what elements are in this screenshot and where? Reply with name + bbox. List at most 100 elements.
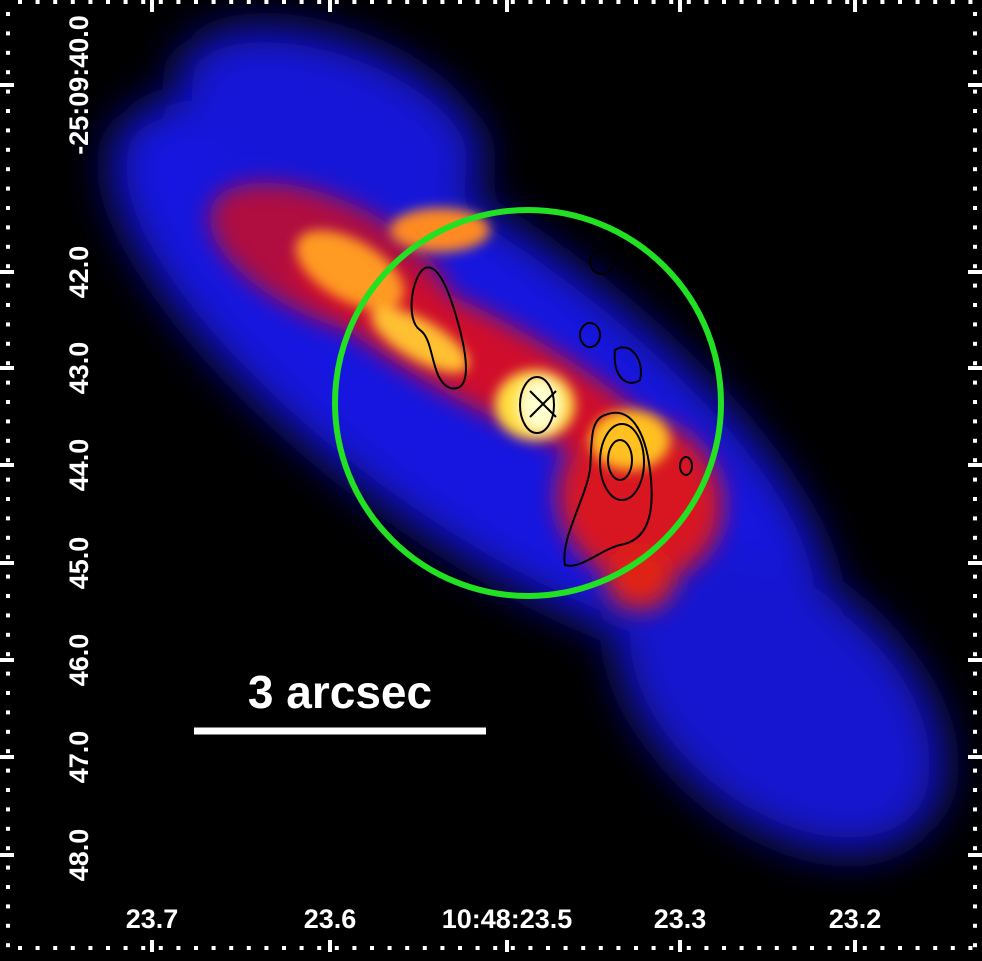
tick bbox=[845, 0, 849, 4]
tick bbox=[687, 0, 691, 4]
major-tick bbox=[328, 940, 332, 952]
tick bbox=[6, 284, 10, 288]
tick bbox=[973, 225, 977, 229]
tick bbox=[973, 12, 977, 16]
tick bbox=[6, 594, 10, 598]
tick bbox=[973, 264, 977, 268]
tick bbox=[898, 946, 902, 950]
tick bbox=[973, 497, 977, 501]
tick bbox=[159, 946, 163, 950]
tick bbox=[916, 0, 920, 4]
major-tick bbox=[150, 940, 154, 952]
tick bbox=[828, 946, 832, 950]
tick bbox=[458, 946, 462, 950]
tick bbox=[229, 946, 233, 950]
tick bbox=[828, 0, 832, 4]
major-tick bbox=[853, 0, 857, 12]
tick bbox=[6, 439, 10, 443]
tick bbox=[775, 946, 779, 950]
x-tick-label: 23.3 bbox=[654, 904, 707, 934]
tick bbox=[6, 672, 10, 676]
tick bbox=[493, 946, 497, 950]
tick bbox=[973, 148, 977, 152]
tick bbox=[687, 946, 691, 950]
tick bbox=[493, 0, 497, 4]
sky-image: 3 arcsec 23.723.610:48:23.523.323.2-25:0… bbox=[0, 0, 982, 956]
tick bbox=[845, 946, 849, 950]
tick bbox=[880, 946, 884, 950]
major-tick bbox=[0, 270, 14, 274]
tick bbox=[6, 846, 10, 850]
tick bbox=[6, 749, 10, 753]
tick bbox=[810, 0, 814, 4]
tick bbox=[973, 342, 977, 346]
tick bbox=[264, 0, 268, 4]
tick bbox=[973, 478, 977, 482]
tick bbox=[916, 946, 920, 950]
tick bbox=[810, 946, 814, 950]
y-tick-label: 42.0 bbox=[64, 246, 94, 299]
tick bbox=[53, 946, 57, 950]
tick bbox=[6, 536, 10, 540]
tick bbox=[757, 946, 761, 950]
tick bbox=[53, 0, 57, 4]
tick bbox=[951, 0, 955, 4]
tick bbox=[6, 31, 10, 35]
tick bbox=[124, 0, 128, 4]
page: 3 arcsec 23.723.610:48:23.523.323.2-25:0… bbox=[0, 0, 982, 956]
tick bbox=[6, 206, 10, 210]
major-tick bbox=[968, 658, 982, 662]
tick bbox=[704, 0, 708, 4]
tick bbox=[176, 946, 180, 950]
tick bbox=[317, 946, 321, 950]
tick bbox=[71, 0, 75, 4]
tick bbox=[973, 128, 977, 132]
tick bbox=[933, 946, 937, 950]
tick bbox=[973, 90, 977, 94]
tick bbox=[792, 0, 796, 4]
major-tick bbox=[0, 366, 14, 370]
tick bbox=[973, 206, 977, 210]
tick bbox=[423, 0, 427, 4]
tick bbox=[6, 400, 10, 404]
tick bbox=[973, 769, 977, 773]
y-tick-label: 44.0 bbox=[64, 439, 94, 492]
tick bbox=[968, 946, 972, 950]
y-tick-label: -25:09:40.0 bbox=[64, 15, 94, 155]
tick bbox=[6, 167, 10, 171]
major-tick bbox=[0, 83, 14, 87]
major-tick bbox=[328, 0, 332, 12]
tick bbox=[564, 0, 568, 4]
tick bbox=[973, 924, 977, 928]
tick bbox=[528, 946, 532, 950]
tick bbox=[973, 827, 977, 831]
tick bbox=[6, 128, 10, 132]
y-tick-label: 46.0 bbox=[64, 634, 94, 687]
tick bbox=[423, 946, 427, 950]
tick bbox=[6, 575, 10, 579]
tick bbox=[599, 946, 603, 950]
tick bbox=[546, 0, 550, 4]
tick bbox=[511, 946, 515, 950]
tick bbox=[973, 322, 977, 326]
tick bbox=[973, 458, 977, 462]
tick bbox=[564, 946, 568, 950]
tick bbox=[6, 12, 10, 16]
tick bbox=[6, 478, 10, 482]
tick bbox=[6, 827, 10, 831]
tick bbox=[973, 439, 977, 443]
tick bbox=[973, 885, 977, 889]
tick bbox=[973, 109, 977, 113]
tick bbox=[973, 575, 977, 579]
tick bbox=[973, 536, 977, 540]
tick bbox=[528, 0, 532, 4]
tick bbox=[973, 807, 977, 811]
tick bbox=[6, 381, 10, 385]
major-tick bbox=[150, 0, 154, 12]
tick bbox=[106, 946, 110, 950]
tick bbox=[6, 497, 10, 501]
tick bbox=[581, 0, 585, 4]
tick bbox=[898, 0, 902, 4]
tick bbox=[6, 322, 10, 326]
tick bbox=[973, 846, 977, 850]
